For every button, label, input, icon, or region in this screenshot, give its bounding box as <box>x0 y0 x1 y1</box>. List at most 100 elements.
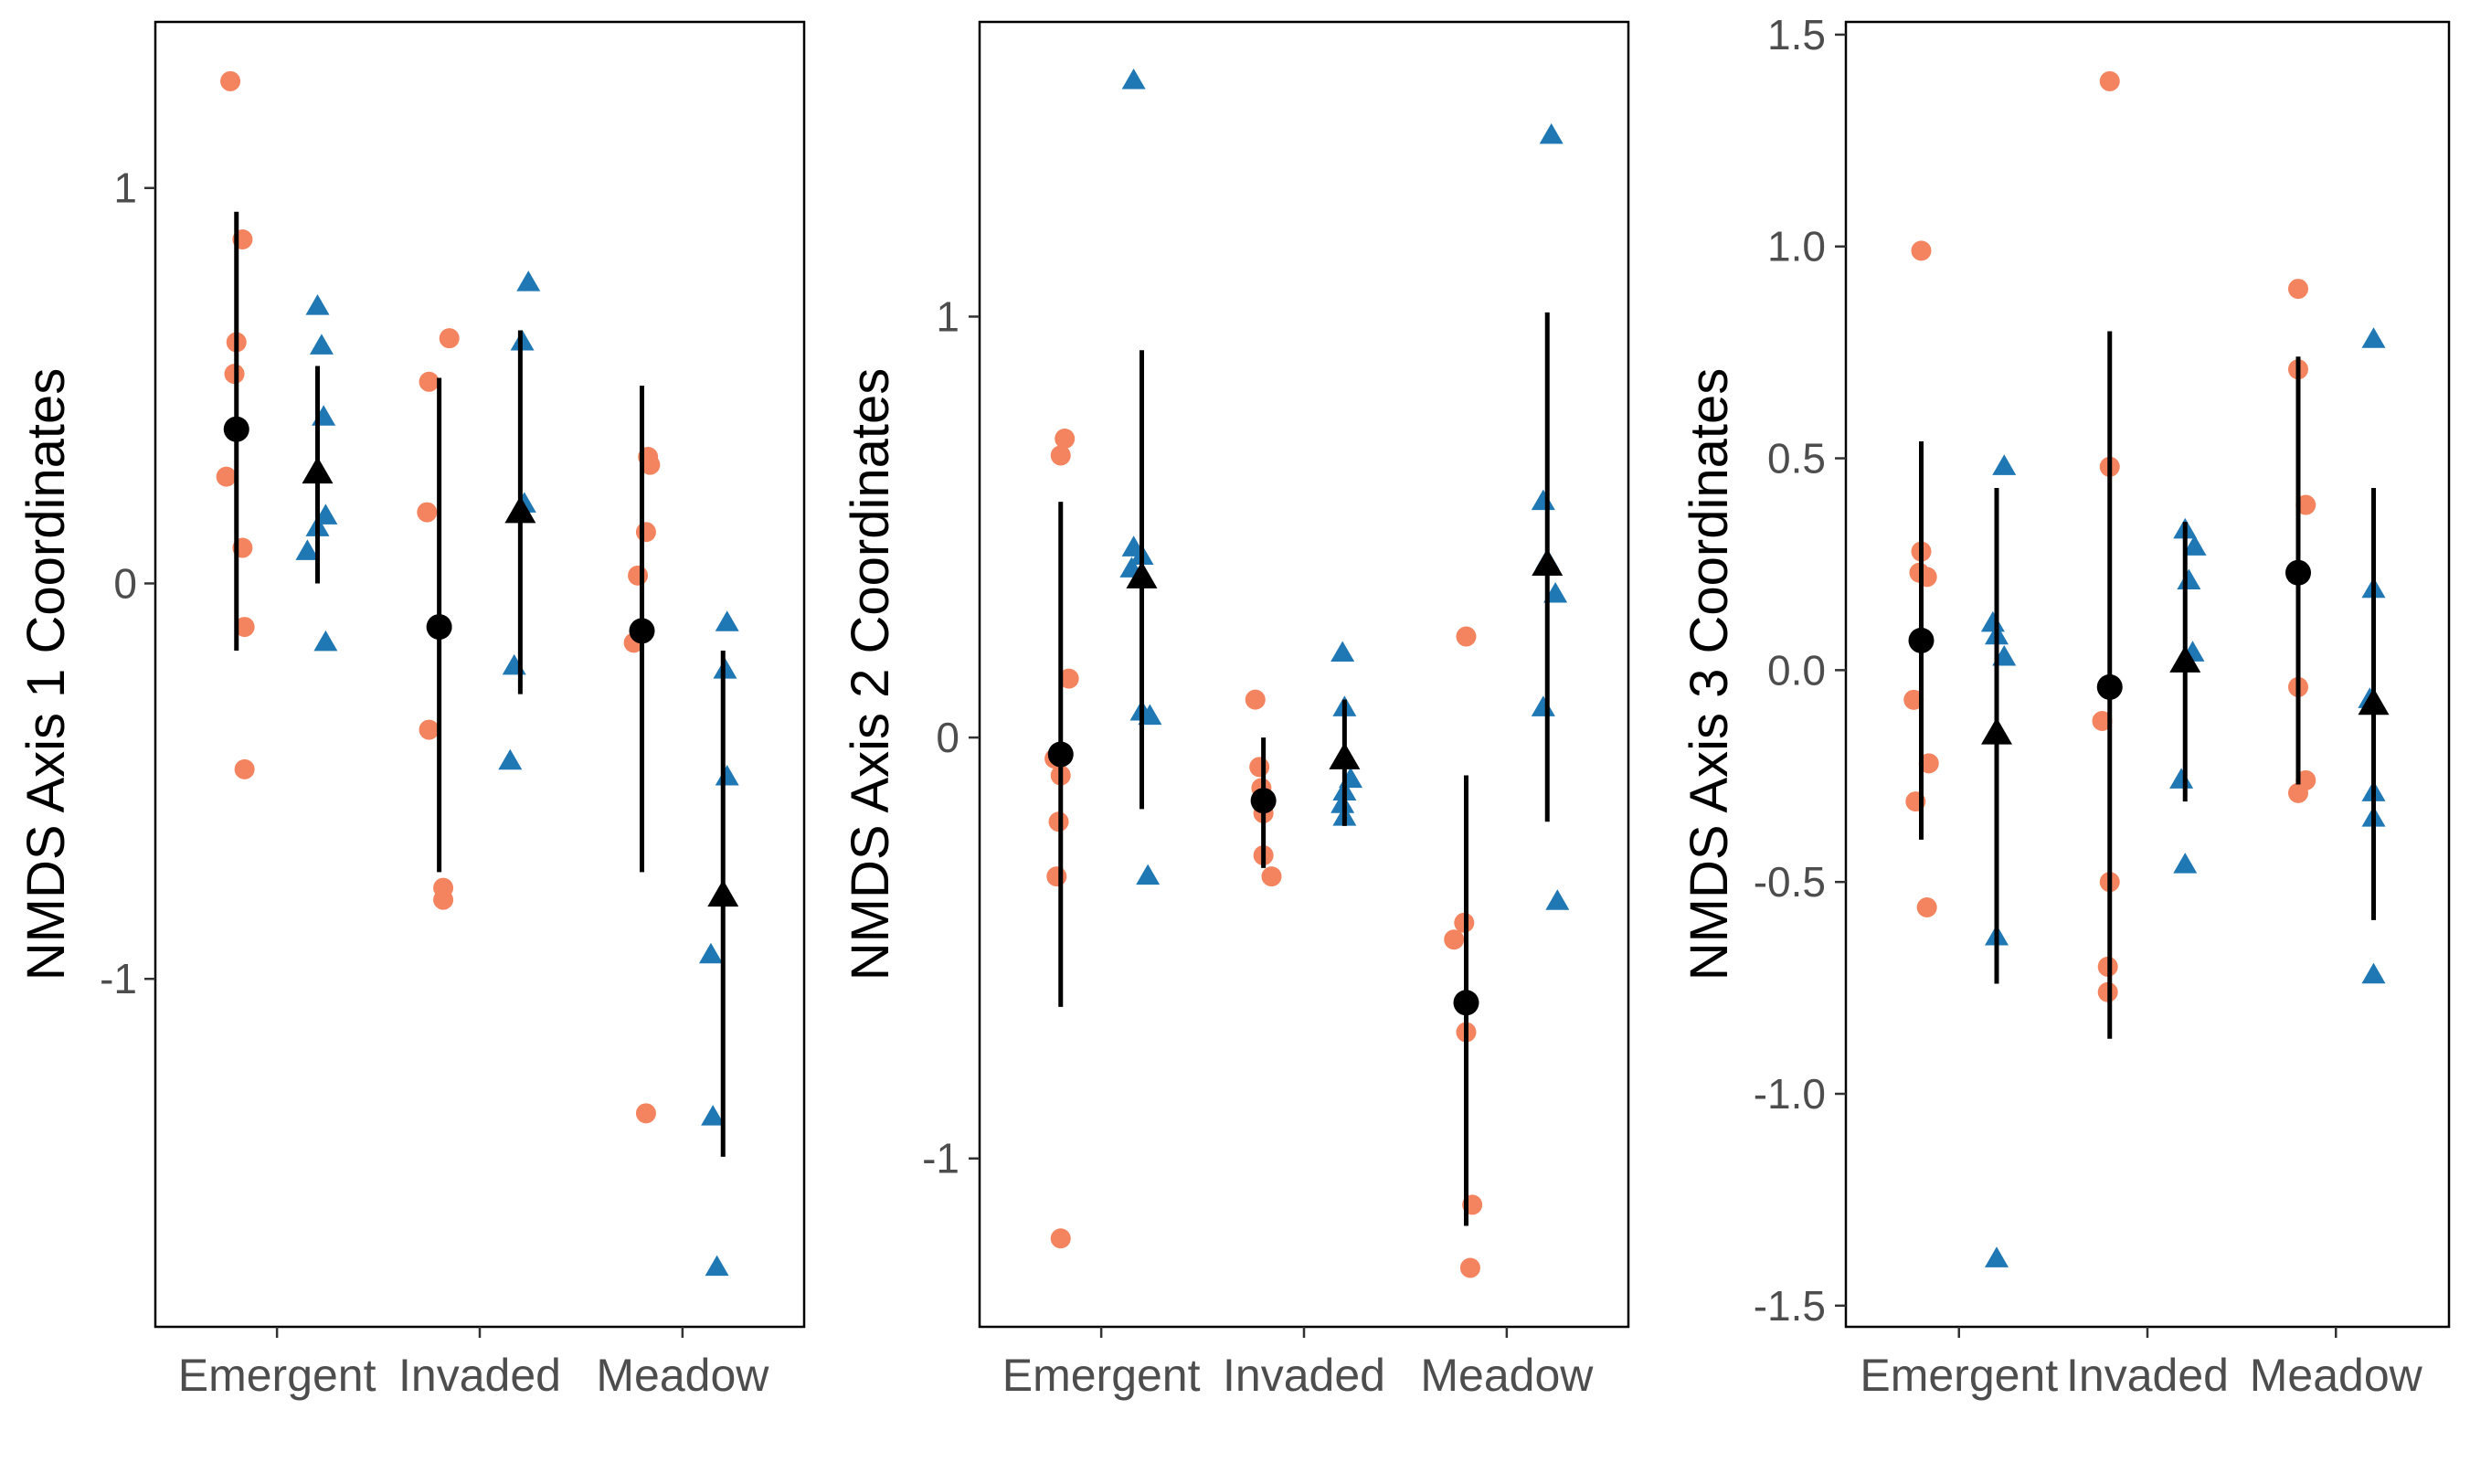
data-point-triangle <box>305 294 330 315</box>
data-point-circle <box>1046 866 1067 887</box>
y-axis-title: NMDS Axis 3 Coordinates <box>1680 368 1739 980</box>
x-tick-label: Invaded <box>1223 1350 1385 1401</box>
x-tick-label: Meadow <box>2250 1350 2423 1401</box>
x-tick-label: Invaded <box>2066 1350 2229 1401</box>
y-tick-label: 0.5 <box>1767 435 1826 482</box>
mean-marker-circle <box>1908 627 1935 653</box>
panel-3: -1.5 -1.0 -0.5 0.0 0.5 1.0 1.5 Emergent Invaded M… <box>1680 11 2451 1401</box>
mean-marker-triangle <box>2169 645 2201 673</box>
mean-marker-circle <box>426 614 452 641</box>
data-point-circle <box>635 1103 656 1124</box>
mean-marker-triangle <box>2358 687 2390 716</box>
data-point-triangle <box>1992 454 2017 475</box>
data-point-triangle <box>2173 853 2198 874</box>
y-tick-label: 1.5 <box>1767 11 1826 58</box>
data-point-triangle <box>2361 962 2386 984</box>
y-axis-title: NMDS Axis 2 Coordinates <box>841 368 900 980</box>
data-point-circle <box>2099 70 2120 91</box>
data-point-triangle <box>1545 889 1570 910</box>
data-point-triangle <box>715 764 739 786</box>
mean-marker-triangle <box>1126 561 1158 588</box>
data-point-circle <box>433 889 454 910</box>
data-point-circle <box>216 466 237 487</box>
data-point-circle <box>1245 689 1266 710</box>
data-point-circle <box>1050 1228 1071 1249</box>
data-point-circle <box>1055 429 1076 450</box>
mean-marker-triangle <box>302 456 334 484</box>
y-tick-label: -1.0 <box>1754 1070 1826 1118</box>
y-tick-label: -0.5 <box>1754 858 1826 906</box>
data-point-triangle <box>1539 122 1564 144</box>
data-point-circle <box>1916 897 1937 917</box>
x-tick-label: Emergent <box>1860 1350 2058 1401</box>
y-tick-label: 0.0 <box>1767 646 1826 694</box>
data-point-triangle <box>313 630 338 652</box>
data-point-triangle <box>295 539 320 560</box>
mean-marker-triangle <box>1981 717 2012 745</box>
data-point-triangle <box>2169 768 2194 789</box>
mean-marker-circle <box>1047 741 1074 768</box>
data-point-triangle <box>2182 535 2207 556</box>
panel-2: -1 0 1 Emergent Invaded Meadow NMDS Axis 2 Coo… <box>841 20 1630 1401</box>
mean-marker-circle <box>2096 673 2123 700</box>
mean-marker-triangle <box>1329 742 1361 769</box>
data-point-circle <box>1459 1257 1480 1278</box>
data-point-triangle <box>498 748 523 770</box>
data-point-triangle <box>1980 610 2005 632</box>
y-tick-label: -1.5 <box>1754 1282 1826 1330</box>
data-point-circle <box>1918 753 1939 774</box>
data-point-circle <box>2288 279 2308 300</box>
y-tick-label: -1 <box>100 955 137 1002</box>
mean-marker-triangle <box>707 879 739 907</box>
data-point-circle <box>628 565 649 586</box>
mean-marker-circle <box>1250 788 1277 814</box>
x-tick-label: Emergent <box>1002 1350 1201 1401</box>
data-point-triangle <box>2177 568 2201 590</box>
mean-marker-circle <box>223 416 249 442</box>
y-tick-label: 0 <box>113 559 137 607</box>
plot-frame <box>154 20 806 1329</box>
y-axis-title: NMDS Axis 1 Coordinates <box>16 368 76 980</box>
x-tick-label: Meadow <box>1420 1350 1594 1401</box>
y-tick-label: 1 <box>936 292 959 340</box>
data-point-circle <box>2288 782 2308 803</box>
data-point-circle <box>1058 668 1079 689</box>
x-tick-label: Meadow <box>596 1350 769 1401</box>
data-point-triangle <box>1985 1246 2009 1267</box>
data-point-circle <box>417 502 438 523</box>
data-point-circle <box>1261 866 1282 887</box>
data-point-circle <box>439 328 460 349</box>
mean-marker-triangle <box>1532 548 1564 577</box>
data-point-circle <box>640 454 661 475</box>
data-point-circle <box>419 719 440 740</box>
data-point-triangle <box>516 270 541 292</box>
y-tick-label: 1 <box>113 164 137 212</box>
mean-marker-circle <box>629 618 655 644</box>
data-point-triangle <box>1531 489 1555 511</box>
data-point-circle <box>220 70 241 91</box>
data-point-circle <box>1249 757 1270 778</box>
x-tick-label: Emergent <box>178 1350 376 1401</box>
data-point-triangle <box>701 1105 726 1126</box>
mean-marker-circle <box>2285 559 2311 586</box>
data-point-triangle <box>1330 641 1355 662</box>
data-point-triangle <box>1121 68 1146 90</box>
mean-marker-circle <box>1453 990 1479 1016</box>
data-point-triangle <box>698 942 723 964</box>
data-point-circle <box>1903 689 1924 710</box>
plot-frame <box>1844 20 2451 1329</box>
data-point-circle <box>2092 711 2113 731</box>
data-point-triangle <box>715 610 739 631</box>
data-point-circle <box>234 758 255 779</box>
data-point-circle <box>1456 626 1477 647</box>
y-tick-label: 1.0 <box>1767 223 1826 270</box>
y-tick-label: 0 <box>936 714 959 761</box>
data-point-circle <box>635 522 656 543</box>
data-point-circle <box>1911 240 1932 261</box>
data-point-triangle <box>1136 864 1161 885</box>
mean-marker-triangle <box>504 495 536 524</box>
data-point-triangle <box>705 1255 729 1277</box>
data-point-triangle <box>2361 327 2386 348</box>
data-point-triangle <box>1531 695 1555 716</box>
